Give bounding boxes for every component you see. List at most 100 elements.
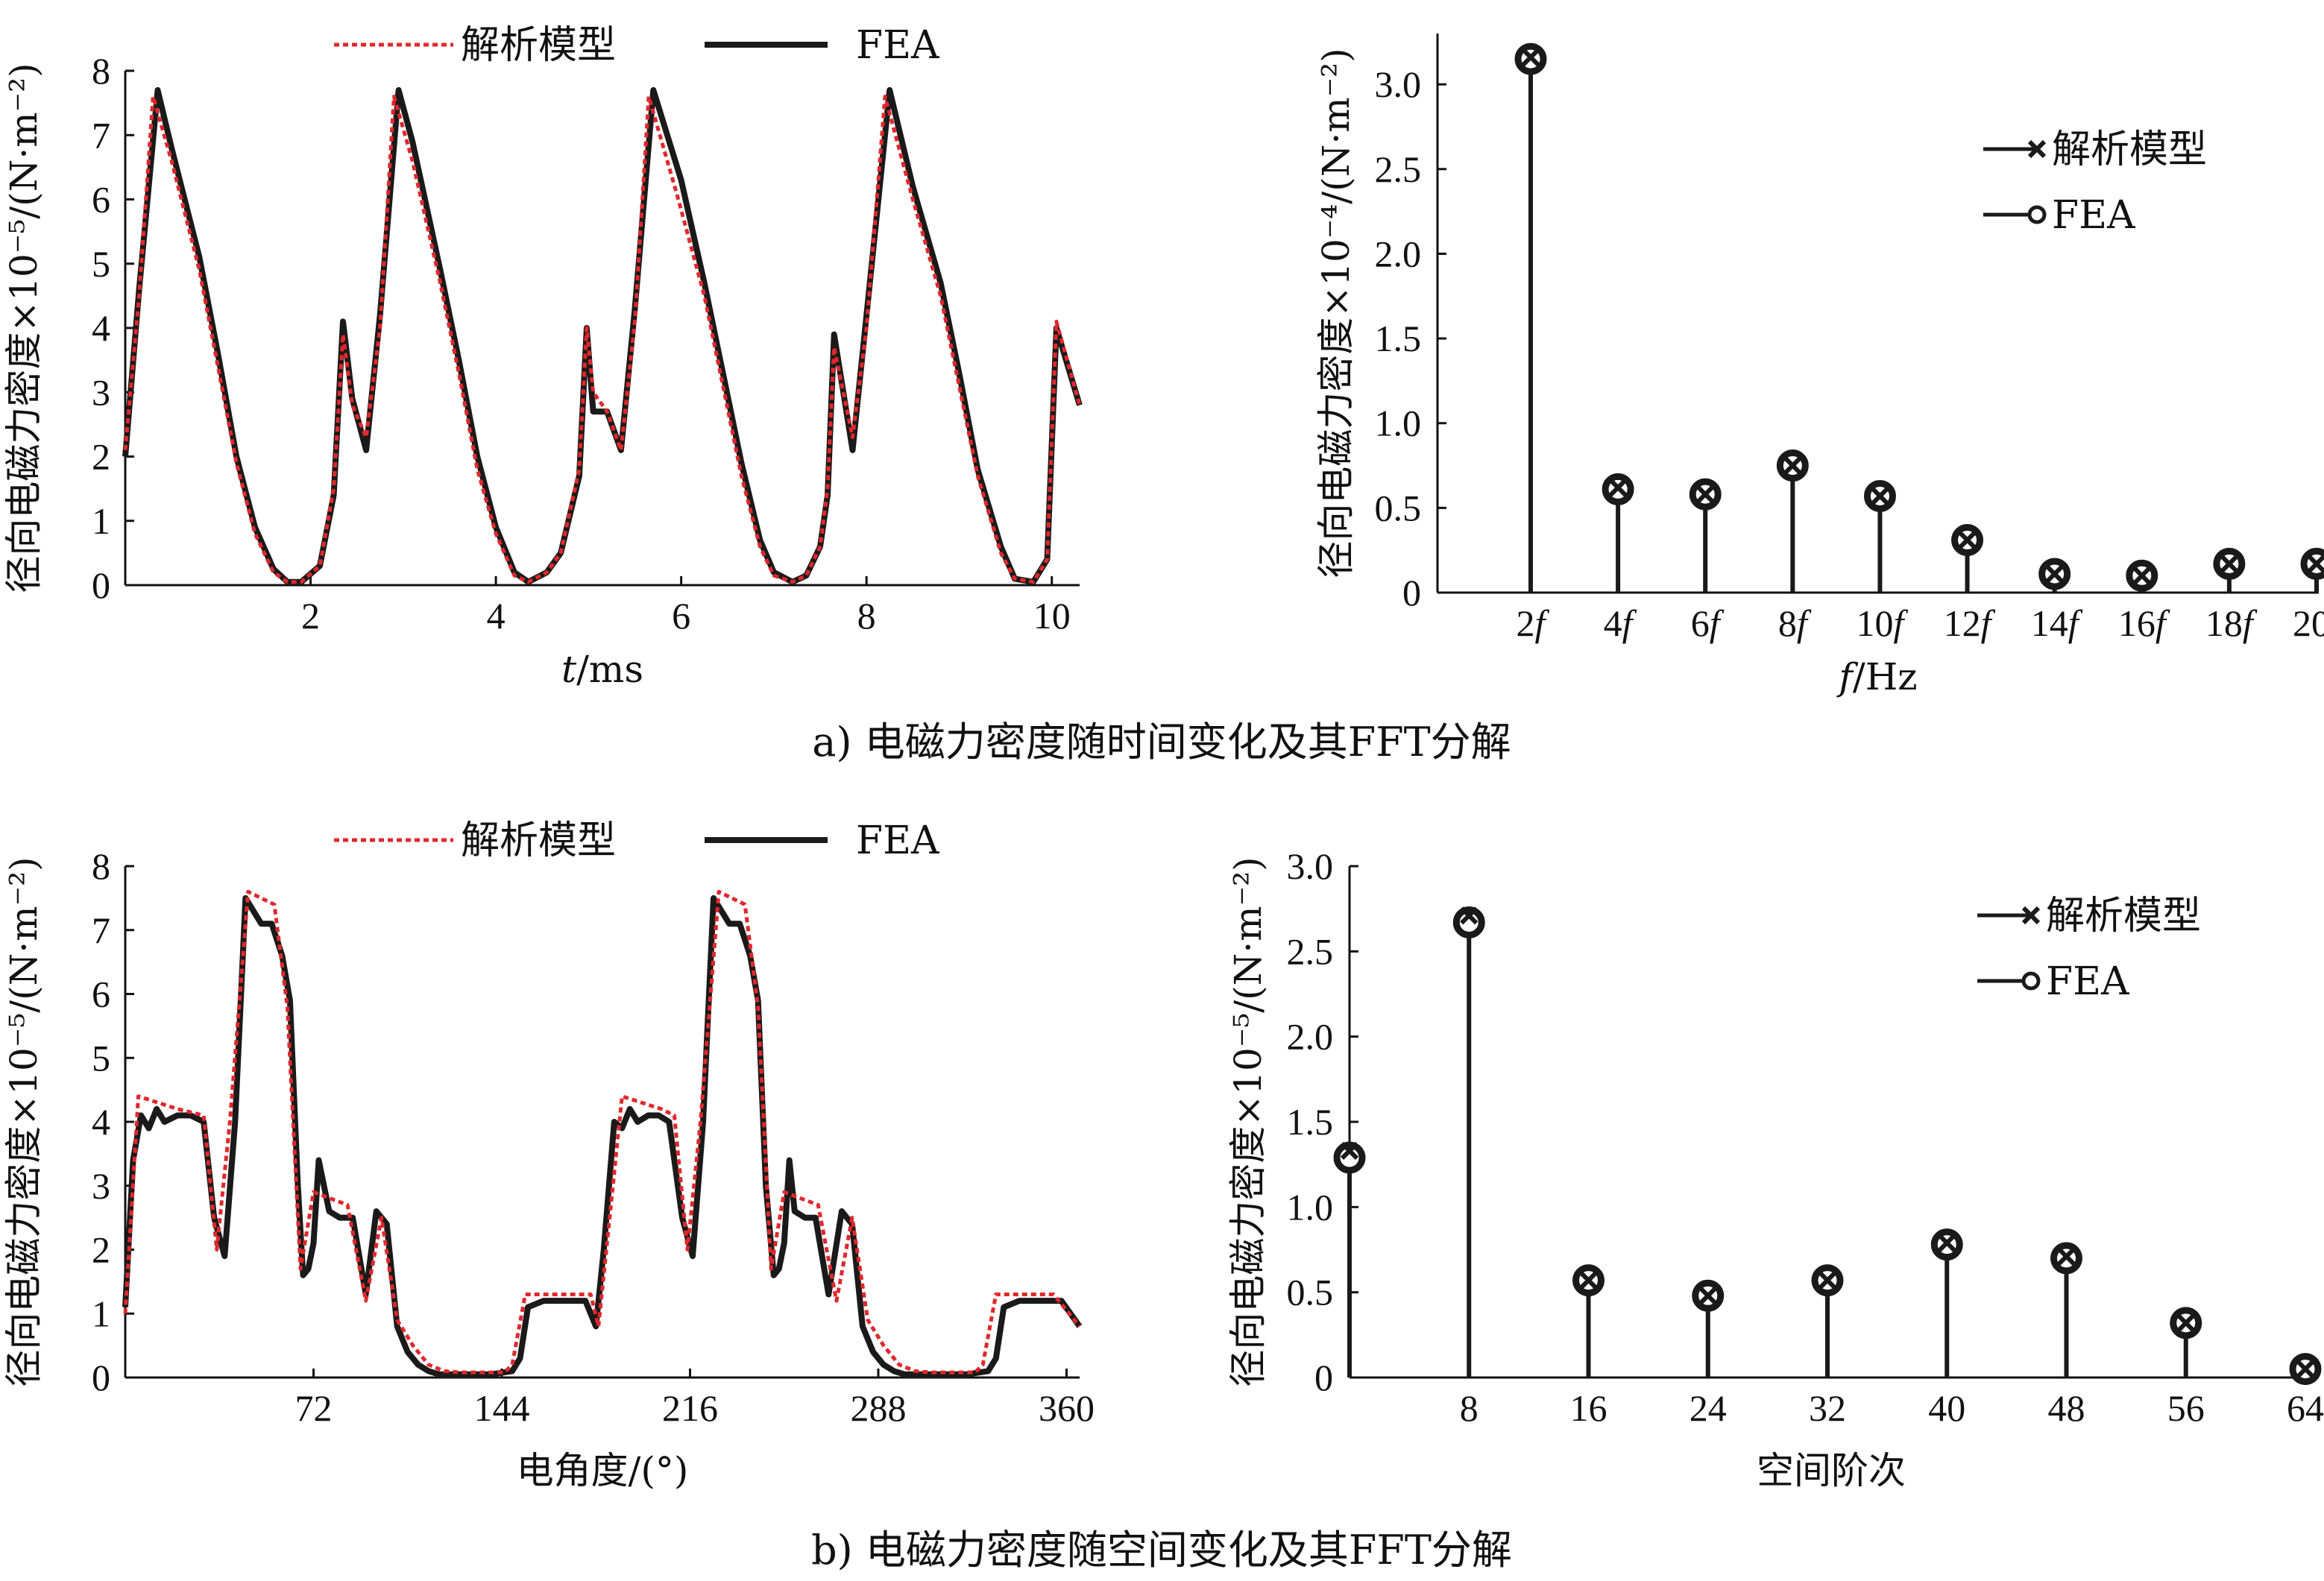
y-tick-label: 2 (92, 1229, 110, 1271)
analytical-marker (1698, 1287, 1717, 1305)
y-tick-label: 1.0 (1375, 403, 1422, 444)
y-axis-label: 径向电磁力密度×10⁻⁵/(N·m⁻²) (2, 856, 45, 1386)
y-tick-label: 3.0 (1287, 845, 1334, 887)
analytical-series-line (123, 95, 1082, 584)
legend-analytical-label: 解析模型 (461, 818, 616, 863)
x-tick-label: 20f (2293, 602, 2324, 644)
y-tick-label: 4 (92, 307, 110, 349)
x-tick-label: 216 (662, 1387, 718, 1429)
x-tick-label: 14f (2031, 602, 2083, 644)
legend-circle-icon (2027, 205, 2047, 224)
analytical-marker (1938, 1234, 1956, 1252)
analytical-marker (2057, 1247, 2076, 1266)
y-tick-label: 6 (92, 973, 110, 1015)
x-tick-label: 10 (1033, 595, 1071, 637)
fea-marker (1452, 906, 1485, 938)
y-tick-label: 2.0 (1375, 233, 1422, 274)
x-tick-label: 8 (1460, 1387, 1479, 1429)
y-tick-label: 1 (92, 1293, 110, 1334)
y-tick-label: 8 (92, 845, 110, 887)
y-tick-label: 2.0 (1287, 1016, 1334, 1058)
analytical-marker (2045, 564, 2064, 584)
legend-fea-label: FEA (2052, 193, 2136, 238)
y-tick-label: 7 (92, 909, 110, 951)
y-tick-label: 0.5 (1375, 487, 1422, 528)
x-tick-label: 8f (1778, 602, 1812, 644)
analytical-marker (2132, 567, 2151, 585)
y-tick-label: 3 (92, 1165, 110, 1207)
y-tick-label: 2.5 (1287, 930, 1334, 972)
x-tick-label: 18f (2205, 602, 2258, 644)
caption-a: a) 电磁力密度随时间变化及其FFT分解 (812, 719, 1511, 766)
legend-fea-label: FEA (856, 818, 940, 863)
analytical-marker (2307, 555, 2324, 573)
x-tick-label: 2f (1517, 602, 1550, 644)
y-tick-label: 1 (92, 500, 110, 542)
x-tick-label: 24 (1690, 1387, 1727, 1429)
x-tick-label: 4 (487, 595, 506, 637)
legend-analytical-label: 解析模型 (2046, 894, 2201, 938)
x-axis-label: 电角度/(°) (517, 1449, 689, 1492)
y-tick-label: 0 (1314, 1357, 1333, 1398)
x-tick-label: 64 (2287, 1387, 2324, 1429)
y-tick-label: 8 (92, 50, 110, 92)
analytical-marker (1608, 478, 1628, 497)
x-tick-label: 16f (2118, 602, 2170, 644)
legend-x-icon (2027, 139, 2047, 159)
analytical-marker (1340, 1141, 1359, 1160)
x-tick-label: 12f (1944, 602, 1996, 644)
y-tick-label: 1.0 (1287, 1186, 1334, 1228)
y-tick-label: 7 (92, 114, 110, 156)
analytical-marker (2220, 555, 2239, 573)
y-tick-label: 0 (1402, 572, 1421, 613)
y-axis-label: 径向电磁力密度×10⁻⁵/(N·m⁻²) (1226, 856, 1270, 1386)
analytical-marker (1783, 456, 1802, 475)
y-tick-label: 0 (92, 564, 110, 606)
analytical-marker (2176, 1313, 2195, 1332)
y-axis-label: 径向电磁力密度×10⁻⁴/(N·m⁻²) (1314, 48, 1358, 578)
x-tick-label: 10f (1856, 602, 1908, 644)
analytical-marker (1460, 906, 1479, 925)
y-tick-label: 5 (92, 1037, 110, 1079)
y-tick-label: 2.5 (1375, 148, 1422, 190)
y-tick-label: 1.5 (1287, 1101, 1334, 1143)
fea-marker (1333, 1141, 1366, 1174)
fea-series-line (122, 86, 1083, 585)
x-tick-label: 6 (672, 595, 690, 637)
legend-fea-label: FEA (2046, 959, 2130, 1004)
legend-analytical-label: 解析模型 (461, 23, 616, 68)
x-tick-label: 16 (1570, 1387, 1607, 1429)
x-axis-label: t/ms (561, 648, 643, 691)
x-tick-label: 144 (473, 1387, 529, 1429)
legend-circle-icon (2021, 971, 2041, 991)
x-tick-label: 8 (857, 595, 876, 637)
analytical-series-line (123, 889, 1081, 1375)
y-tick-label: 4 (92, 1101, 110, 1143)
y-axis-label: 径向电磁力密度×10⁻⁵/(N·m⁻²) (2, 63, 45, 593)
x-tick-label: 48 (2048, 1387, 2085, 1429)
x-tick-label: 6f (1691, 602, 1725, 644)
y-tick-label: 3.0 (1375, 63, 1422, 105)
y-tick-label: 0 (92, 1357, 110, 1398)
x-tick-label: 32 (1809, 1387, 1846, 1429)
y-tick-label: 5 (92, 243, 110, 285)
x-tick-label: 56 (2167, 1387, 2205, 1429)
legend-x-icon (2021, 906, 2041, 925)
analytical-marker (2296, 1360, 2315, 1378)
analytical-marker (1696, 485, 1715, 504)
x-axis-label: 空间阶次 (1757, 1449, 1906, 1492)
x-tick-label: 360 (1039, 1387, 1095, 1429)
caption-b: b) 电磁力密度随空间变化及其FFT分解 (811, 1527, 1512, 1574)
y-tick-label: 6 (92, 179, 110, 221)
x-tick-label: 72 (295, 1387, 332, 1429)
y-tick-label: 1.5 (1375, 318, 1422, 359)
y-tick-label: 2 (92, 436, 110, 478)
x-tick-label: 40 (1928, 1387, 1965, 1429)
legend-analytical-label: 解析模型 (2052, 127, 2207, 172)
y-tick-label: 3 (92, 371, 110, 413)
x-tick-label: 2 (301, 595, 320, 637)
legend-fea-label: FEA (856, 23, 940, 68)
analytical-marker (1958, 531, 1977, 549)
x-tick-label: 4f (1604, 602, 1637, 644)
